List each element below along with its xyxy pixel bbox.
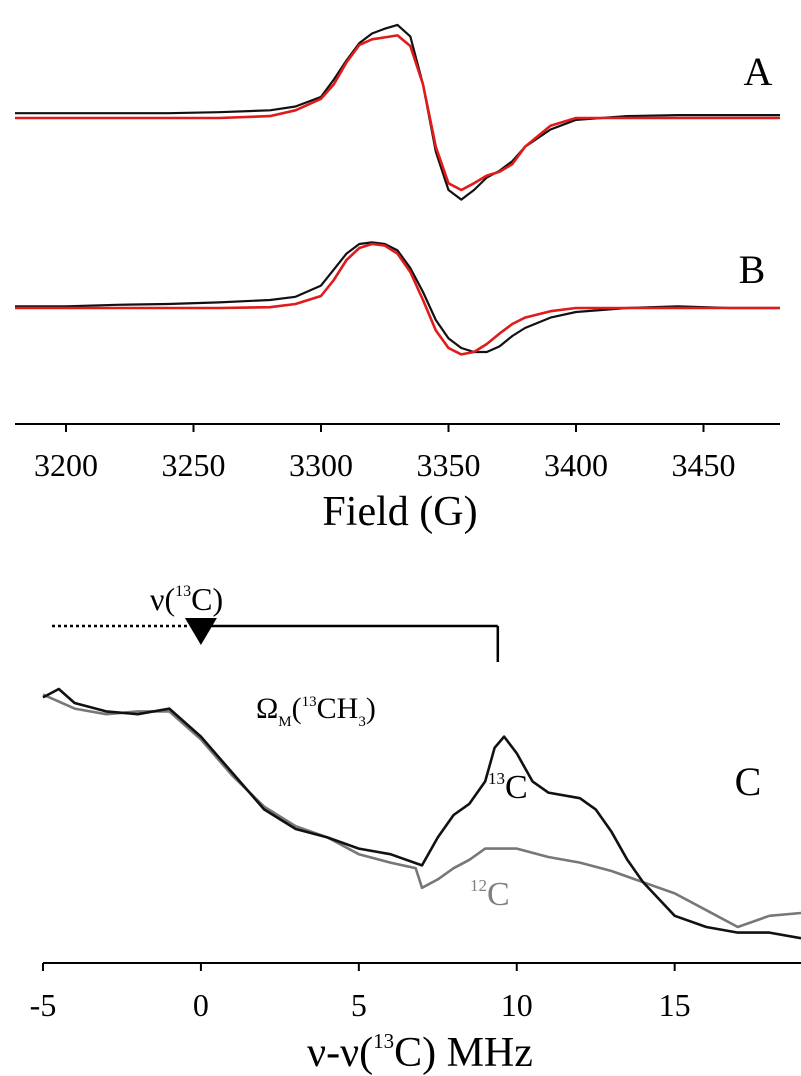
panel-b-label: B xyxy=(739,247,766,292)
field-tick-label: 3450 xyxy=(672,447,736,483)
panel-b-experimental-trace xyxy=(15,241,780,354)
field-tick-label: 3300 xyxy=(289,447,353,483)
series-13c-label: 13C xyxy=(488,769,528,806)
panel-c: 13C 12C xyxy=(42,687,801,940)
panel-b: B xyxy=(15,241,780,356)
mhz-tick-label: 5 xyxy=(351,987,367,1023)
mhz-axis: -5 0 5 10 15 ν-ν(13C) MHz xyxy=(30,962,801,1076)
mhz-axis-label: ν-ν(13C) MHz xyxy=(307,1029,533,1076)
field-tick-label: 3200 xyxy=(34,447,98,483)
mhz-axis-ticks: -5 0 5 10 15 xyxy=(30,963,691,1023)
panel-a-experimental-trace xyxy=(15,23,780,201)
panel-c-13c-trace xyxy=(42,687,801,940)
field-axis-ticks: 3200 3250 3300 3350 3400 3450 xyxy=(34,424,736,483)
mhz-tick-label: 10 xyxy=(501,987,533,1023)
panel-a-label: A xyxy=(744,49,773,94)
mhz-tick-label: 0 xyxy=(193,987,209,1023)
field-tick-label: 3250 xyxy=(162,447,226,483)
field-axis: 3200 3250 3300 3350 3400 3450 Field (G) xyxy=(15,423,780,535)
panel-c-12c-trace xyxy=(42,693,801,929)
panel-b-fit-trace xyxy=(15,242,780,356)
mhz-tick-label: -5 xyxy=(30,987,57,1023)
omega-m-label: ΩM(13CH3) xyxy=(256,692,376,730)
panel-a-fit-trace xyxy=(15,34,780,192)
mhz-tick-label: 15 xyxy=(659,987,691,1023)
nu-13c-label: ν(13C) xyxy=(150,581,223,617)
field-tick-label: 3350 xyxy=(417,447,481,483)
field-axis-label: Field (G) xyxy=(322,489,477,535)
series-12c-label: 12C xyxy=(470,876,510,913)
panel-c-annotations: ν(13C) ΩM(13CH3) C xyxy=(52,581,761,804)
nu-13c-marker xyxy=(184,618,217,645)
field-tick-label: 3400 xyxy=(544,447,608,483)
panel-c-label: C xyxy=(735,759,762,804)
panel-a: A xyxy=(15,23,780,201)
